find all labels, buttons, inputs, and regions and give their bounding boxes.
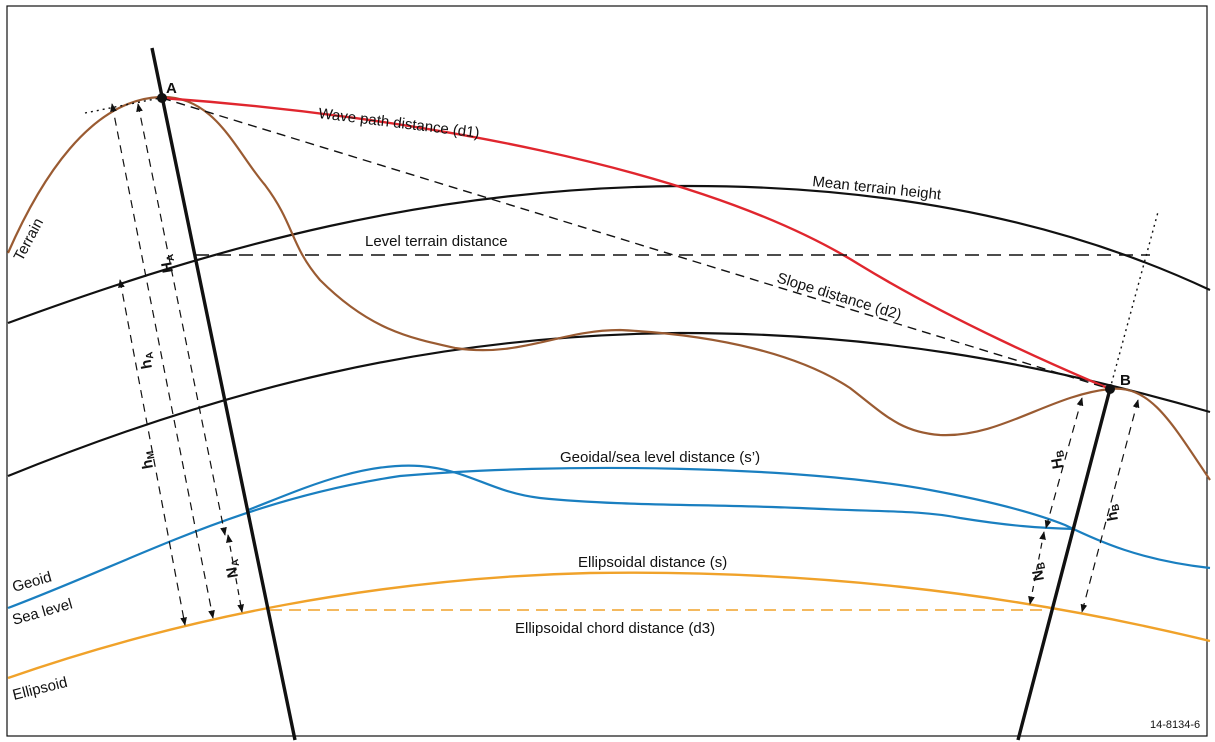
height-label-h-M: hM bbox=[137, 450, 159, 471]
h-b-geoid-arrow bbox=[1044, 397, 1084, 529]
terrain-curve bbox=[6, 95, 1211, 481]
height-label-h-B: hB bbox=[1102, 503, 1124, 522]
geoidal-distance-label: Geoidal/sea level distance (s’) bbox=[560, 449, 760, 466]
ellipsoid-curve bbox=[7, 571, 1211, 680]
slope-distance-label: Slope distance (d2) bbox=[775, 270, 904, 324]
n-a-arrow bbox=[226, 534, 244, 613]
point-b-label: B bbox=[1120, 372, 1131, 389]
vertical-b bbox=[1016, 388, 1112, 741]
point-b-dot bbox=[1105, 384, 1115, 394]
mean-terrain-label: Mean terrain height bbox=[812, 173, 943, 204]
height-label-H-A: HA bbox=[157, 253, 179, 274]
geoid-wavy-curve bbox=[247, 464, 1076, 531]
tangent-dotted-a bbox=[84, 97, 161, 114]
vertical-b-dotted bbox=[1109, 211, 1159, 390]
point-a-dot bbox=[157, 93, 167, 103]
figure-id: 14-8134-6 bbox=[1150, 719, 1200, 731]
figure-border bbox=[6, 5, 1208, 737]
svg-text:HB: HB bbox=[1047, 449, 1069, 470]
h-b-ellipsoid-arrow bbox=[1080, 399, 1140, 613]
svg-text:HA: HA bbox=[157, 253, 179, 274]
height-label-N-A: NA bbox=[222, 558, 244, 579]
sea-level-label: Sea level bbox=[10, 595, 74, 628]
h-a-geoid-arrow bbox=[136, 103, 227, 536]
height-label-H-B: HB bbox=[1047, 449, 1069, 470]
geoid-curve bbox=[7, 466, 1211, 610]
svg-text:hB: hB bbox=[1102, 503, 1124, 522]
vertical-a bbox=[150, 47, 297, 741]
h-a-ellipsoid-arrow bbox=[110, 103, 215, 619]
n-b-arrow bbox=[1028, 531, 1046, 605]
wave-path-curve bbox=[161, 96, 1111, 391]
svg-text:hA: hA bbox=[136, 351, 158, 370]
ellipsoid-label: Ellipsoid bbox=[11, 674, 69, 704]
level-terrain-label: Level terrain distance bbox=[365, 233, 508, 250]
svg-text:NA: NA bbox=[222, 558, 244, 579]
point-a-label: A bbox=[166, 80, 177, 97]
mean-terrain-upper-curve bbox=[7, 184, 1211, 325]
wave-path-label: Wave path distance (d1) bbox=[318, 105, 481, 142]
height-label-h-A: hA bbox=[136, 351, 158, 370]
ellipsoidal-distance-label: Ellipsoidal distance (s) bbox=[578, 554, 727, 571]
ellipsoidal-chord-label: Ellipsoidal chord distance (d3) bbox=[515, 620, 715, 637]
svg-text:hM: hM bbox=[137, 450, 159, 471]
height-label-N-B: NB bbox=[1028, 561, 1050, 582]
terrain-label: Terrain bbox=[11, 215, 48, 263]
slope-distance-line bbox=[161, 97, 1111, 390]
svg-text:NB: NB bbox=[1028, 561, 1050, 582]
